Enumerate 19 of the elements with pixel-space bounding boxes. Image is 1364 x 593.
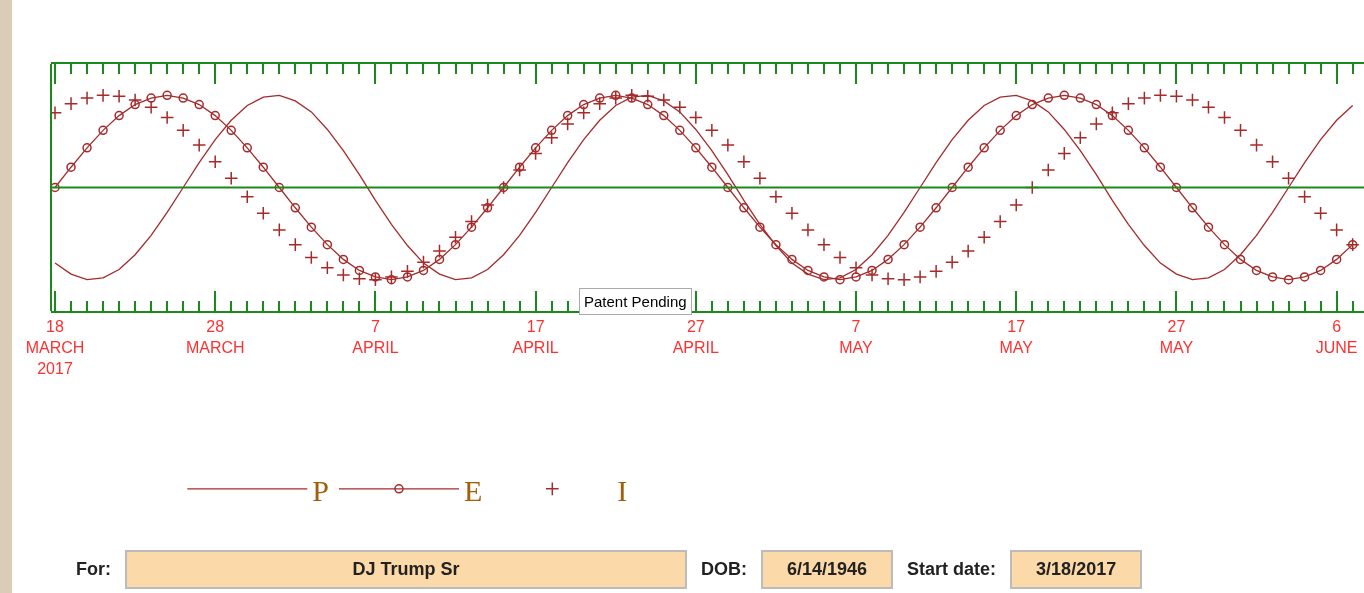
- text: 3/18/2017: [1010, 550, 1143, 589]
- x-tick-label: 27 APRIL: [672, 318, 720, 356]
- text: For:: [76, 559, 111, 580]
- text: DOB:: [701, 559, 747, 580]
- x-tick-label: 17 MAY: [999, 318, 1034, 356]
- legend-label: E: [463, 473, 483, 507]
- x-tick-label: 27 MAY: [1159, 318, 1194, 356]
- text: DJ Trump Sr: [125, 550, 687, 589]
- legend-label: I: [617, 473, 628, 507]
- x-tick-label: 28 MARCH: [185, 318, 245, 356]
- text: 6/14/1946: [761, 550, 894, 589]
- text: Start date:: [907, 559, 997, 580]
- x-tick-label: 7 APRIL: [352, 318, 399, 356]
- x-tick-label: 6 JUNE: [1315, 318, 1358, 356]
- x-tick-label: 17 APRIL: [512, 318, 559, 356]
- x-tick-label: 7 MAY: [839, 318, 874, 356]
- x-tick-label: 18 MARCH 2017: [25, 318, 85, 377]
- legend-label: P: [312, 473, 329, 507]
- text: Patent Pending: [584, 293, 687, 310]
